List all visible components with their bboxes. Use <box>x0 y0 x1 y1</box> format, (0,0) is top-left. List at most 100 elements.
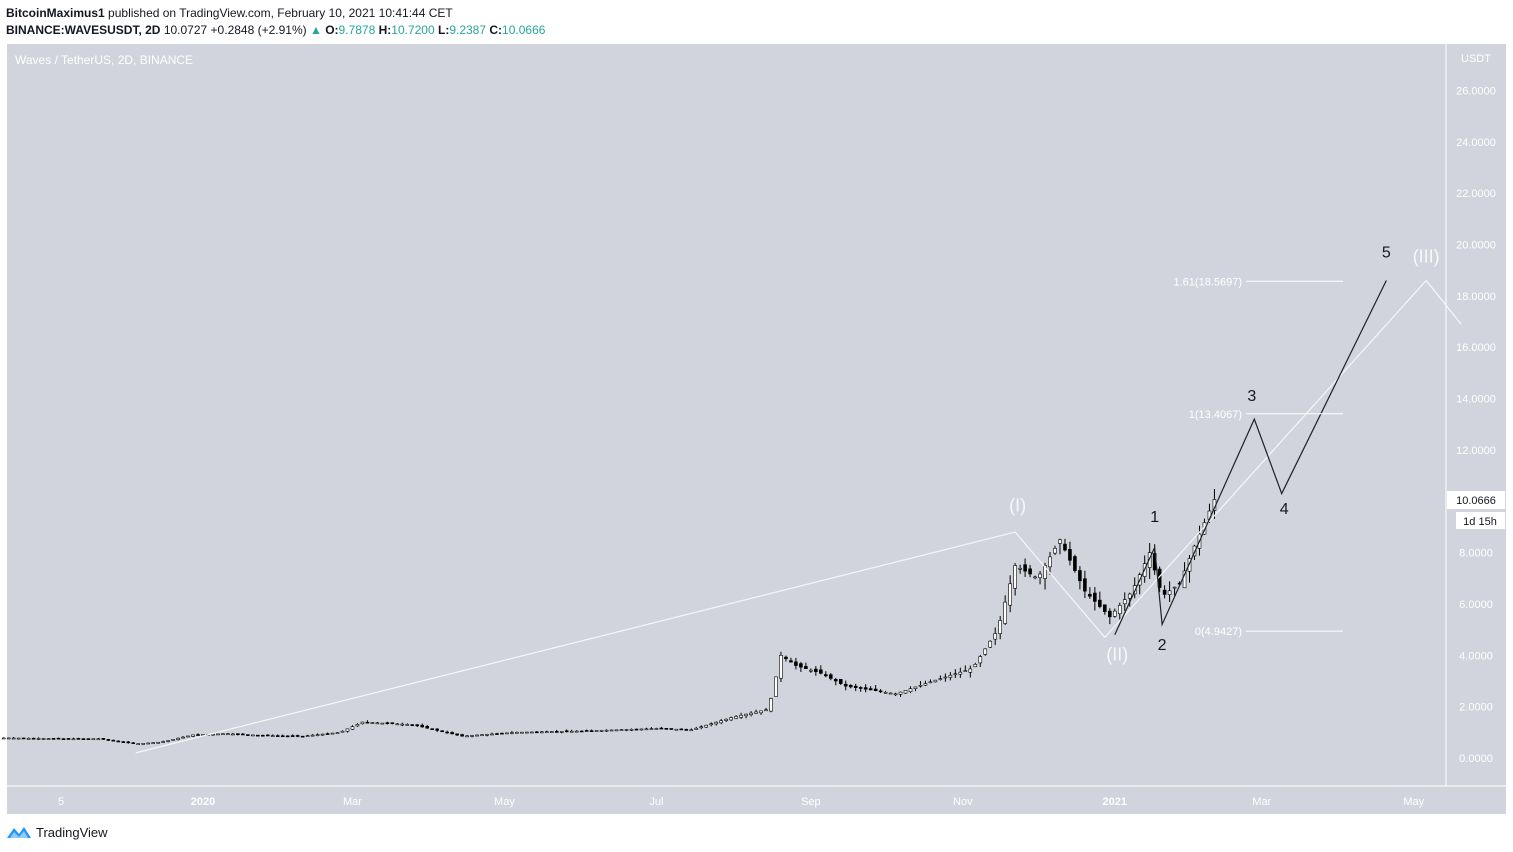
candle-body <box>554 731 559 733</box>
candle-body <box>589 730 594 732</box>
candle-body <box>325 733 330 735</box>
x-tick-label: Nov <box>953 796 973 808</box>
candle-body <box>515 731 519 734</box>
candle-body <box>764 709 768 712</box>
candle-body <box>993 633 998 640</box>
candle-body <box>704 724 709 728</box>
up-arrow-icon: ▲ <box>309 23 322 37</box>
x-tick-label: May <box>494 796 515 808</box>
candle-body <box>953 673 958 676</box>
candle-body <box>1048 556 1052 568</box>
y-tick-label: 24.0000 <box>1456 137 1496 149</box>
candle-body <box>769 698 773 712</box>
wave-label: (I) <box>1009 496 1026 516</box>
candle-body <box>385 722 390 724</box>
candle-body <box>574 730 579 733</box>
candle-body <box>91 738 96 741</box>
candle-body <box>425 726 430 729</box>
candle-body <box>66 738 71 740</box>
candle-body <box>330 732 335 735</box>
candle-body <box>744 713 748 717</box>
y-tick-label: 26.0000 <box>1456 86 1496 98</box>
y-tick-label: 0.0000 <box>1459 753 1493 765</box>
candle-body <box>116 740 121 743</box>
candle-body <box>171 739 175 741</box>
candle-body <box>101 738 106 740</box>
candle-body <box>933 679 938 683</box>
candle-body <box>624 729 629 731</box>
candle-body <box>156 741 160 744</box>
candle-body <box>928 681 933 684</box>
candle-body <box>1058 539 1062 544</box>
candle-body <box>584 730 589 732</box>
candle-body <box>794 661 798 666</box>
plot-area[interactable] <box>7 44 1446 786</box>
wave-label: 4 <box>1280 501 1289 518</box>
price-axis[interactable] <box>1446 44 1506 786</box>
candle-body <box>858 687 863 689</box>
candle-body <box>1108 610 1112 618</box>
candle-body <box>878 690 883 693</box>
candle-body <box>211 733 215 736</box>
candle-body <box>480 734 484 737</box>
y-tick-label: 18.0000 <box>1456 291 1496 303</box>
wave-label: (III) <box>1413 247 1440 267</box>
candle-body <box>1098 599 1102 607</box>
candle-body <box>1182 570 1187 589</box>
x-tick-label: Sep <box>801 796 821 808</box>
candle-body <box>604 729 609 732</box>
y-tick-label: 2.0000 <box>1459 702 1493 714</box>
candle-body <box>216 733 220 736</box>
candle-body <box>883 691 888 694</box>
time-axis[interactable] <box>7 786 1506 814</box>
candle-body <box>828 674 833 679</box>
candle-body <box>500 732 504 735</box>
candle-body <box>350 726 355 730</box>
candle-body <box>310 734 315 737</box>
candle-body <box>559 731 564 733</box>
candle-body <box>375 722 380 725</box>
brand-name[interactable]: TradingView <box>36 824 108 840</box>
candle-body <box>76 738 81 740</box>
candle-body <box>853 685 858 688</box>
candle-body <box>754 711 758 714</box>
candle-body <box>56 737 61 740</box>
candle-body <box>759 710 763 714</box>
candle-body <box>923 683 928 686</box>
candle-body <box>241 733 245 736</box>
candle-body <box>898 691 903 695</box>
candle-body <box>1043 565 1047 579</box>
wave-label: 5 <box>1382 244 1391 261</box>
y-tick-label: 16.0000 <box>1456 342 1496 354</box>
publish-line: BitcoinMaximus1 published on TradingView… <box>6 5 545 22</box>
candle-body <box>395 723 400 726</box>
candle-body <box>455 733 459 736</box>
candle-body <box>634 728 639 731</box>
candle-body <box>1088 593 1092 597</box>
candle-body <box>246 734 250 736</box>
candle-body <box>16 737 21 740</box>
candle-body <box>126 741 131 744</box>
candle-body <box>659 727 664 730</box>
candle-body <box>121 741 126 743</box>
candle-body <box>1028 568 1032 575</box>
candle-body <box>1063 543 1067 551</box>
candle-body <box>420 724 425 728</box>
candle-body <box>285 735 290 738</box>
candle-body <box>784 656 788 660</box>
author-name[interactable]: BitcoinMaximus1 <box>6 6 105 20</box>
y-tick-label: 14.0000 <box>1456 394 1496 406</box>
candle-body <box>186 735 190 738</box>
candle-body <box>694 727 699 730</box>
candle-body <box>569 730 574 733</box>
wave-label: 1 <box>1150 509 1159 526</box>
candle-body <box>1053 548 1057 554</box>
candle-body <box>739 714 743 718</box>
candle-body <box>485 734 489 736</box>
candle-body <box>1 737 6 740</box>
candle-body <box>868 688 873 691</box>
open-value: 9.7878 <box>338 23 376 37</box>
candle-body <box>81 738 86 740</box>
candle-body <box>540 731 544 734</box>
